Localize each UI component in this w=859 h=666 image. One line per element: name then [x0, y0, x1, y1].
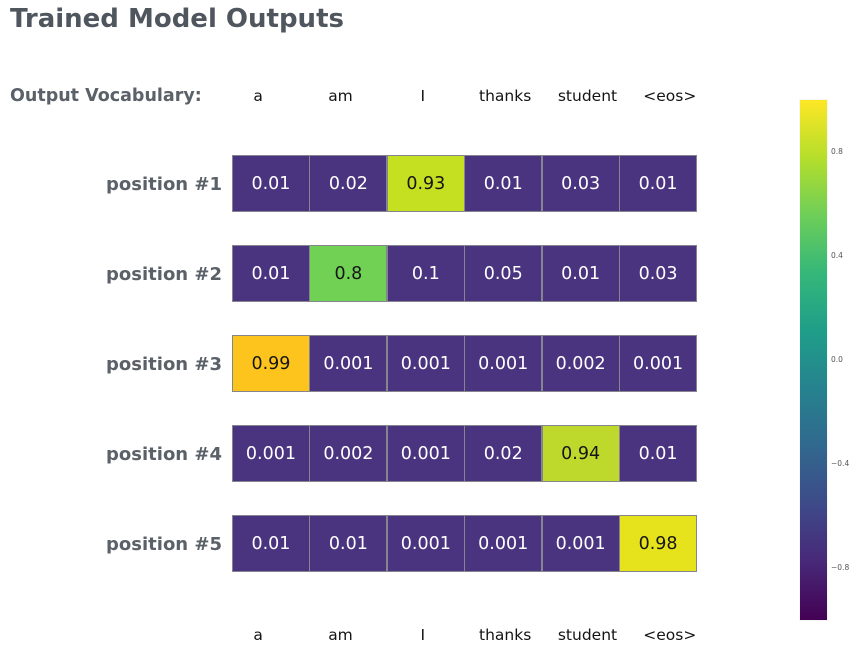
- row-label: position #1: [106, 173, 222, 195]
- vocab-label: thanks: [479, 87, 532, 105]
- heatmap-row: 0.001 0.002 0.001 0.02 0.94 0.01: [232, 425, 697, 482]
- heatmap-cell: 0.99: [233, 336, 309, 391]
- heatmap-row: 0.01 0.8 0.1 0.05 0.01 0.03: [232, 245, 697, 302]
- colorbar-tick-label: 0.0: [831, 355, 843, 364]
- heatmap-cell: 0.8: [310, 246, 387, 301]
- heatmap-cell: 0.02: [310, 156, 387, 211]
- vocab-label: student: [557, 626, 618, 644]
- row-label: position #3: [106, 353, 222, 375]
- colorbar-tick-label: −0.8: [831, 563, 850, 572]
- figure-title: Trained Model Outputs: [10, 4, 344, 34]
- heatmap-cell: 0.001: [542, 516, 619, 571]
- heatmap-row: 0.99 0.001 0.001 0.001 0.002 0.001: [232, 335, 697, 392]
- heatmap-cell: 0.05: [465, 246, 542, 301]
- vocab-label: I: [420, 626, 426, 644]
- heatmap-cell: 0.03: [542, 156, 619, 211]
- colorbar-tick-label: 0.4: [831, 251, 843, 260]
- vocab-label: student: [557, 87, 618, 105]
- vocab-label: thanks: [479, 626, 532, 644]
- colorbar-tick-label: 0.8: [831, 147, 843, 156]
- heatmap-cell: 0.01: [310, 516, 387, 571]
- vocab-label: a: [253, 626, 263, 644]
- heatmap-cell: 0.001: [465, 516, 542, 571]
- heatmap-cell: 0.001: [233, 426, 309, 481]
- row-label: position #5: [106, 533, 222, 555]
- colorbar-tick-label: −0.4: [831, 459, 850, 468]
- heatmap-cell: 0.001: [387, 336, 464, 391]
- heatmap-cell: 0.01: [233, 246, 309, 301]
- heatmap-cell: 0.98: [620, 516, 697, 571]
- heatmap-cell: 0.93: [387, 156, 464, 211]
- heatmap-cell: 0.01: [465, 156, 542, 211]
- heatmap-cell: 0.001: [465, 336, 542, 391]
- heatmap-row: 0.01 0.01 0.001 0.001 0.001 0.98: [232, 515, 697, 572]
- vocab-label: I: [420, 87, 426, 105]
- colorbar: [799, 99, 828, 621]
- output-vocabulary-label: Output Vocabulary:: [10, 86, 202, 106]
- heatmap-cell: 0.1: [387, 246, 464, 301]
- vocab-label: <eos>: [643, 626, 697, 644]
- vocab-label: <eos>: [643, 87, 697, 105]
- row-label: position #4: [106, 443, 222, 465]
- heatmap-cell: 0.002: [542, 336, 619, 391]
- vocab-label: am: [328, 87, 353, 105]
- heatmap-cell: 0.01: [620, 426, 697, 481]
- heatmap-cell: 0.001: [620, 336, 697, 391]
- heatmap-cell: 0.001: [387, 426, 464, 481]
- heatmap-cell: 0.03: [620, 246, 697, 301]
- row-label: position #2: [106, 263, 222, 285]
- heatmap-cell: 0.01: [233, 516, 309, 571]
- vocab-label: am: [328, 626, 353, 644]
- heatmap-cell: 0.001: [387, 516, 464, 571]
- heatmap-cell: 0.001: [310, 336, 387, 391]
- vocab-label: a: [253, 87, 263, 105]
- heatmap-cell: 0.94: [542, 426, 619, 481]
- heatmap-cell: 0.01: [620, 156, 697, 211]
- heatmap-cell: 0.002: [310, 426, 387, 481]
- heatmap-cell: 0.02: [465, 426, 542, 481]
- heatmap-cell: 0.01: [233, 156, 309, 211]
- heatmap-cell: 0.01: [542, 246, 619, 301]
- heatmap-row: 0.01 0.02 0.93 0.01 0.03 0.01: [232, 155, 697, 212]
